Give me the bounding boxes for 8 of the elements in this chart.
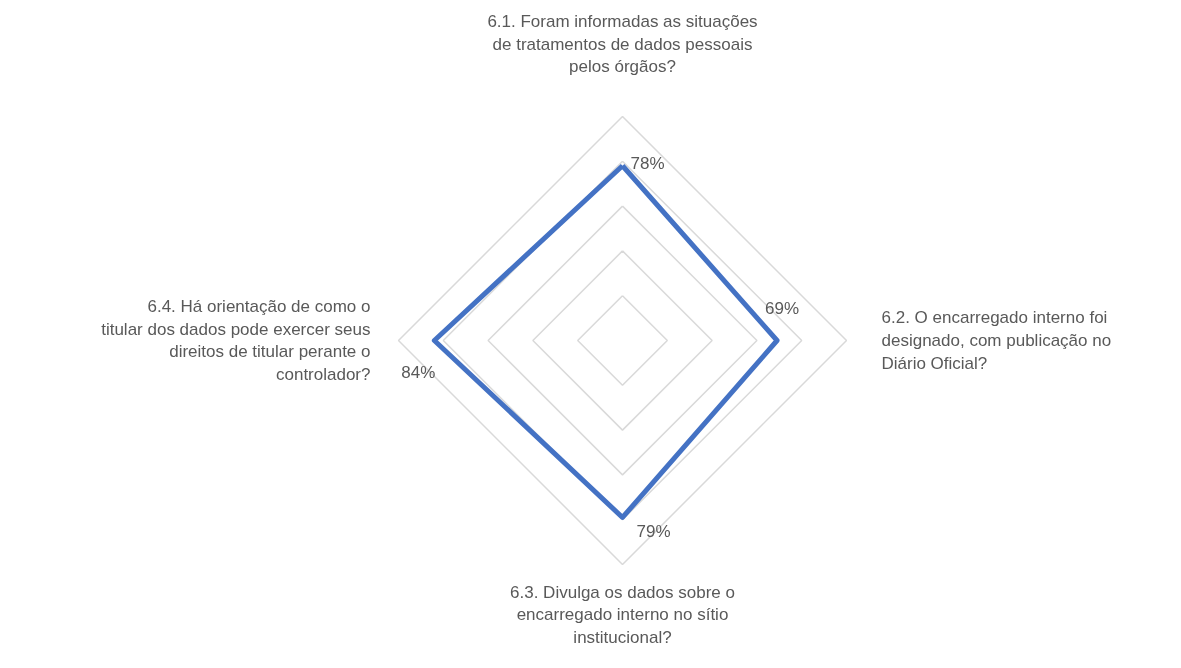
spoke-label: 6.2. O encarregado interno foi designado, com publicação no Diário Oficial? — [881, 308, 1112, 373]
text: 79% — [636, 521, 671, 541]
spoke-label: 6.3. Divulga os dados sobre o encarregado interno no sítio institucional? — [510, 582, 735, 648]
text: 78% — [630, 154, 665, 174]
spoke-label: 6.1. Foram informadas as situações de tratamentos de dados pessoais pelos órgãos? — [487, 11, 758, 77]
text: 69% — [765, 299, 800, 318]
text: 84% — [401, 363, 436, 382]
spoke-label: 6.4. Há orientação de como o titular dos dados pode exercer seus direitos de titular perante o controlador? — [101, 296, 371, 385]
